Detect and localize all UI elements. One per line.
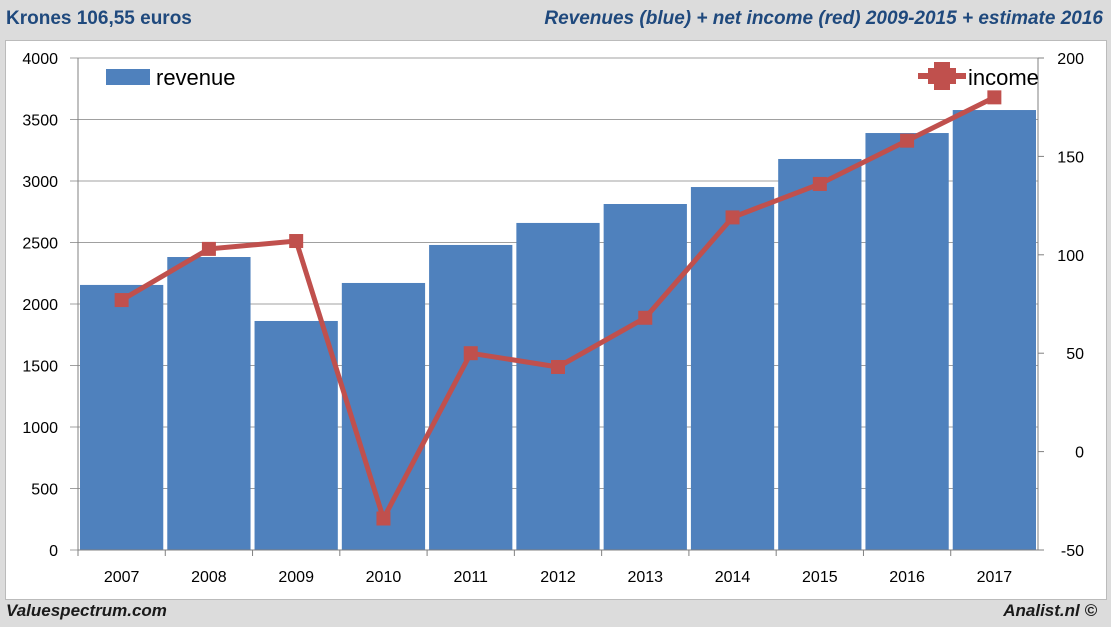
legend-income-marker xyxy=(928,68,956,84)
y-left-tick-label: 4000 xyxy=(22,51,58,68)
legend-revenue-label: revenue xyxy=(156,65,236,90)
x-tick-label: 2008 xyxy=(191,569,227,586)
x-tick-label: 2013 xyxy=(627,569,663,586)
income-marker xyxy=(638,310,653,325)
x-tick-label: 2016 xyxy=(889,569,925,586)
y-right-tick-label: 150 xyxy=(1057,149,1084,166)
income-marker xyxy=(812,176,827,191)
x-tick-label: 2011 xyxy=(454,569,489,586)
y-right-tick-label: 200 xyxy=(1057,51,1084,68)
revenue-bar xyxy=(603,204,687,550)
revenue-bar xyxy=(690,187,775,551)
revenue-bar xyxy=(952,110,1036,551)
x-tick-label: 2014 xyxy=(715,569,751,586)
income-marker xyxy=(376,511,391,526)
income-marker xyxy=(201,241,216,256)
x-tick-label: 2010 xyxy=(366,569,402,586)
revenue-bar xyxy=(429,244,513,550)
footer-copyright: Analist.nl © xyxy=(1003,601,1097,620)
stock-title: Krones 106,55 euros xyxy=(6,8,192,29)
revenue-bar xyxy=(167,257,251,550)
x-tick-label: 2015 xyxy=(802,569,838,586)
y-left-tick-label: 0 xyxy=(49,543,58,560)
chart-title: Revenues (blue) + net income (red) 2009-… xyxy=(544,8,1103,29)
x-tick-label: 2017 xyxy=(977,569,1013,586)
income-marker xyxy=(551,359,565,374)
income-marker xyxy=(114,293,129,308)
revenue-bar xyxy=(778,158,862,550)
income-marker xyxy=(463,346,478,361)
footer-source: Valuespectrum.com xyxy=(6,601,167,620)
x-tick-label: 2012 xyxy=(540,569,576,586)
income-marker xyxy=(900,133,915,148)
y-right-tick-label: 100 xyxy=(1057,248,1084,265)
income-marker xyxy=(987,90,1002,105)
revenue-bar xyxy=(341,282,426,550)
y-left-tick-label: 500 xyxy=(31,482,58,499)
y-left-tick-label: 3500 xyxy=(22,113,58,130)
y-left-tick-label: 2000 xyxy=(22,297,58,314)
income-marker xyxy=(289,234,304,249)
y-right-tick-label: 50 xyxy=(1066,346,1084,363)
y-left-tick-label: 1500 xyxy=(22,359,58,376)
y-left-tick-label: 1000 xyxy=(22,420,58,437)
revenue-bar xyxy=(865,133,949,550)
legend-income-label: income xyxy=(968,65,1039,90)
x-tick-label: 2007 xyxy=(104,569,140,586)
x-tick-label: 2009 xyxy=(278,569,314,586)
y-right-tick-label: -50 xyxy=(1061,543,1084,560)
revenue-bar xyxy=(254,320,338,550)
income-marker xyxy=(725,210,740,225)
y-left-tick-label: 2500 xyxy=(22,236,58,253)
y-left-tick-label: 3000 xyxy=(22,174,58,191)
legend-revenue-swatch xyxy=(106,69,150,85)
y-right-tick-label: 0 xyxy=(1075,445,1084,462)
revenue-bar xyxy=(516,222,600,550)
revenue-bar xyxy=(80,284,164,550)
